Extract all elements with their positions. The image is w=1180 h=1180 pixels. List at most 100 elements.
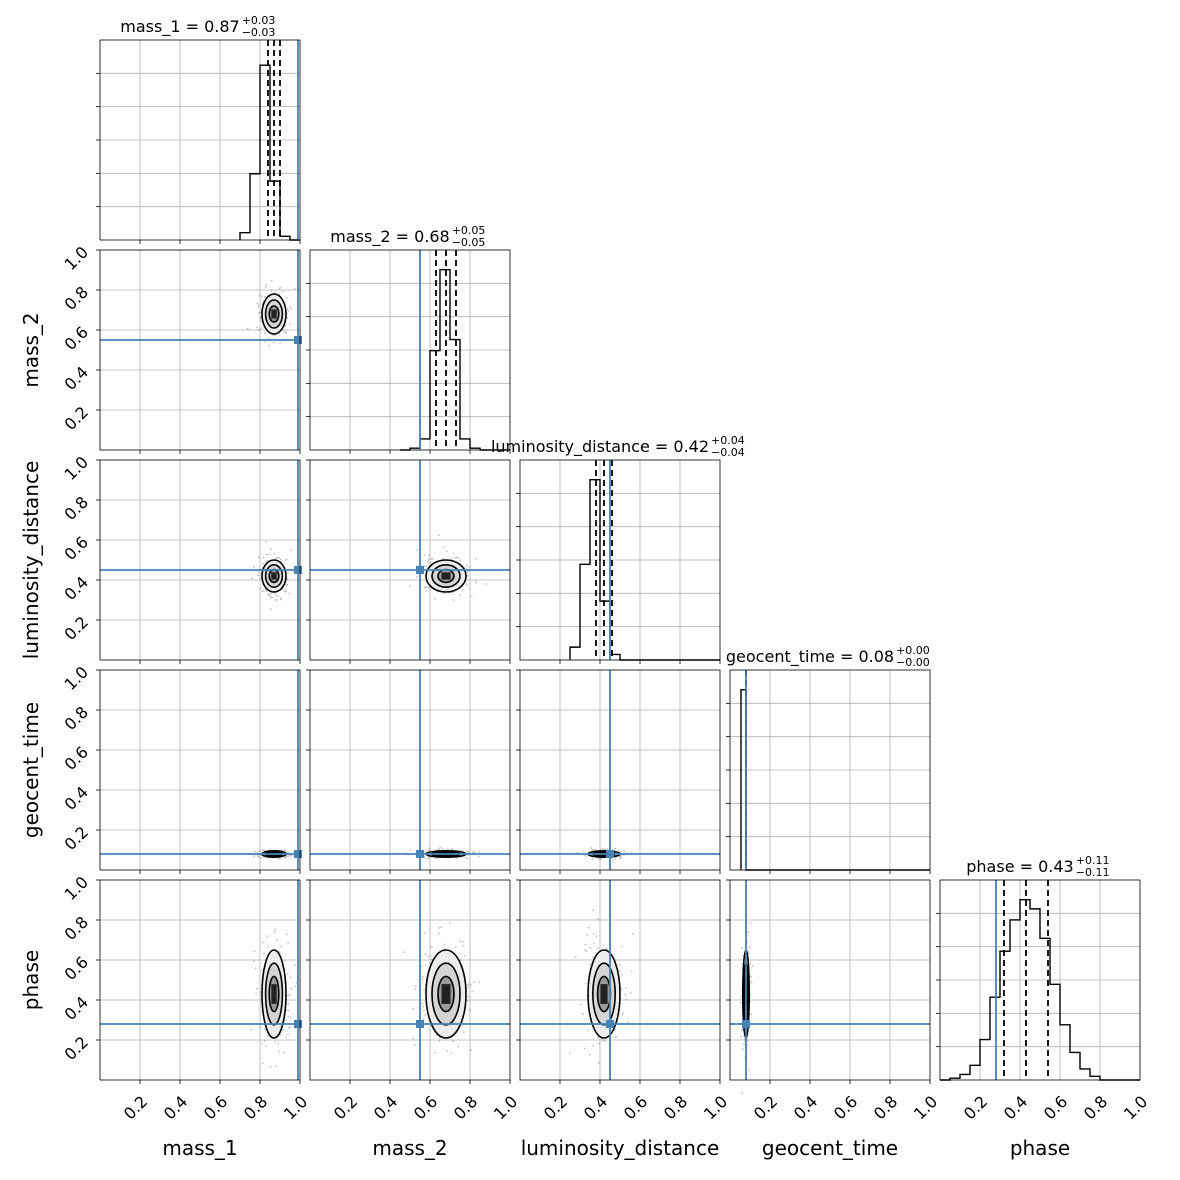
sample-point [622, 1012, 625, 1015]
sample-point [259, 991, 262, 994]
sample-point [281, 1029, 284, 1032]
sample-point [592, 933, 595, 935]
sample-point [606, 948, 608, 951]
sample-point [472, 851, 475, 853]
truth-marker [294, 1020, 302, 1028]
sample-point [629, 992, 632, 994]
truth-marker [294, 566, 302, 574]
sample-point [412, 1037, 415, 1040]
sample-point [475, 558, 478, 560]
sample-point [431, 954, 433, 957]
sample-point [259, 587, 262, 590]
sample-point [290, 308, 292, 310]
sample-point [474, 579, 477, 582]
x-tick-label: 0.8 [1080, 1092, 1111, 1123]
marginal-panel-geocent_time: geocent_time = 0.08 +0.00−0.00 [726, 644, 931, 874]
density-peak [271, 572, 277, 580]
sample-point [455, 556, 458, 559]
marginal-panel-mass_1: mass_1 = 0.87 +0.03−0.03 [96, 14, 301, 244]
sample-point [619, 963, 621, 966]
sample-point [285, 1019, 288, 1022]
sample-point [433, 1052, 436, 1054]
y-axis-label: geocent_time [19, 702, 43, 838]
sample-point [428, 586, 431, 589]
sample-point [286, 583, 289, 586]
marginal-title: mass_1 = 0.87 [120, 17, 239, 37]
sample-point [277, 857, 280, 860]
sample-point [591, 857, 594, 860]
joint-panel-geocent_time-vs-phase [726, 879, 931, 1095]
sample-point [294, 985, 297, 988]
x-axis-label: geocent_time [762, 1136, 898, 1160]
sample-point [261, 968, 264, 971]
sample-point [468, 565, 471, 568]
sample-point [421, 1002, 424, 1005]
x-tick-label: 1.0 [700, 1092, 731, 1123]
title-upper-error: +0.04 [711, 434, 745, 447]
sample-point [423, 988, 425, 991]
sample-point [600, 857, 603, 860]
sample-point [472, 850, 475, 853]
sample-point [283, 857, 286, 859]
sample-point [257, 574, 259, 577]
sample-point [451, 591, 454, 594]
x-tick-label: 1.0 [910, 1092, 941, 1123]
sample-point [257, 328, 260, 331]
sample-point [605, 848, 607, 851]
x-tick-label: 0.4 [1000, 1092, 1031, 1123]
joint-panel-mass_2-vs-phase [306, 879, 511, 1084]
sample-point [747, 1039, 749, 1042]
x-tick-label: 0.4 [790, 1092, 821, 1123]
sample-point [286, 296, 289, 299]
sample-point [583, 1047, 586, 1050]
sample-point [294, 964, 297, 967]
axes-frame [309, 459, 511, 661]
sample-point [264, 1045, 267, 1047]
sample-point [274, 592, 277, 595]
sample-point [284, 849, 287, 852]
sample-point [266, 945, 269, 948]
axes-background [100, 670, 300, 870]
sample-point [258, 850, 261, 852]
sample-point [595, 935, 598, 938]
sample-point [252, 960, 255, 963]
sample-point [459, 940, 462, 943]
sample-point [437, 534, 440, 537]
sample-point [289, 305, 291, 308]
sample-point [254, 850, 257, 853]
sample-point [414, 984, 417, 987]
sample-point [266, 935, 269, 938]
x-axis-label: mass_1 [162, 1136, 237, 1160]
sample-point [421, 978, 424, 981]
sample-point [279, 1034, 282, 1036]
contour-line-mid [264, 563, 284, 588]
sample-point [623, 850, 626, 853]
joint-panel-mass_1-vs-mass_2 [96, 249, 302, 454]
sample-point [287, 1009, 290, 1012]
sample-point [445, 550, 448, 553]
y-tick-label: 1.0 [61, 453, 92, 484]
x-tick-label: 0.6 [620, 1092, 651, 1123]
sample-point [424, 857, 427, 860]
sample-point [450, 1051, 453, 1054]
sample-point [454, 556, 456, 559]
sample-point [741, 1028, 744, 1031]
sample-point [412, 1007, 414, 1010]
axes-background [310, 880, 510, 1080]
sample-point [246, 327, 249, 330]
sample-point [282, 849, 284, 852]
sample-point [289, 854, 292, 857]
sample-point [259, 316, 262, 319]
sample-point [437, 848, 440, 851]
sample-point [286, 973, 289, 975]
x-tick-label: 0.2 [960, 1092, 991, 1123]
sample-point [269, 848, 272, 851]
sample-point [620, 945, 623, 948]
sample-point [440, 926, 443, 928]
sample-point [614, 1036, 617, 1038]
y-tick-label: 0.2 [61, 823, 92, 854]
sample-point [619, 856, 622, 859]
sample-point [269, 592, 272, 595]
marginal-panel-mass_2: mass_2 = 0.68 +0.05−0.05 [306, 224, 511, 454]
sample-point [283, 590, 286, 593]
